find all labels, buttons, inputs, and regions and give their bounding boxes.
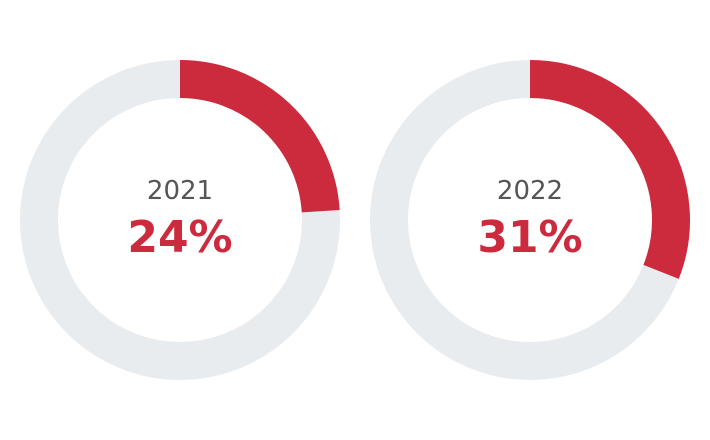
donut-chart-2021: 2021 24% xyxy=(20,60,340,380)
donut-percent-label: 24% xyxy=(127,212,232,263)
donut-value-arc xyxy=(529,60,690,279)
donut-year-label: 2022 xyxy=(497,176,563,206)
donut-year-label: 2021 xyxy=(147,176,213,206)
donut-value-arc xyxy=(179,60,340,213)
donut-chart-2022: 2022 31% xyxy=(370,60,690,380)
donut-percent-label: 31% xyxy=(477,212,582,263)
